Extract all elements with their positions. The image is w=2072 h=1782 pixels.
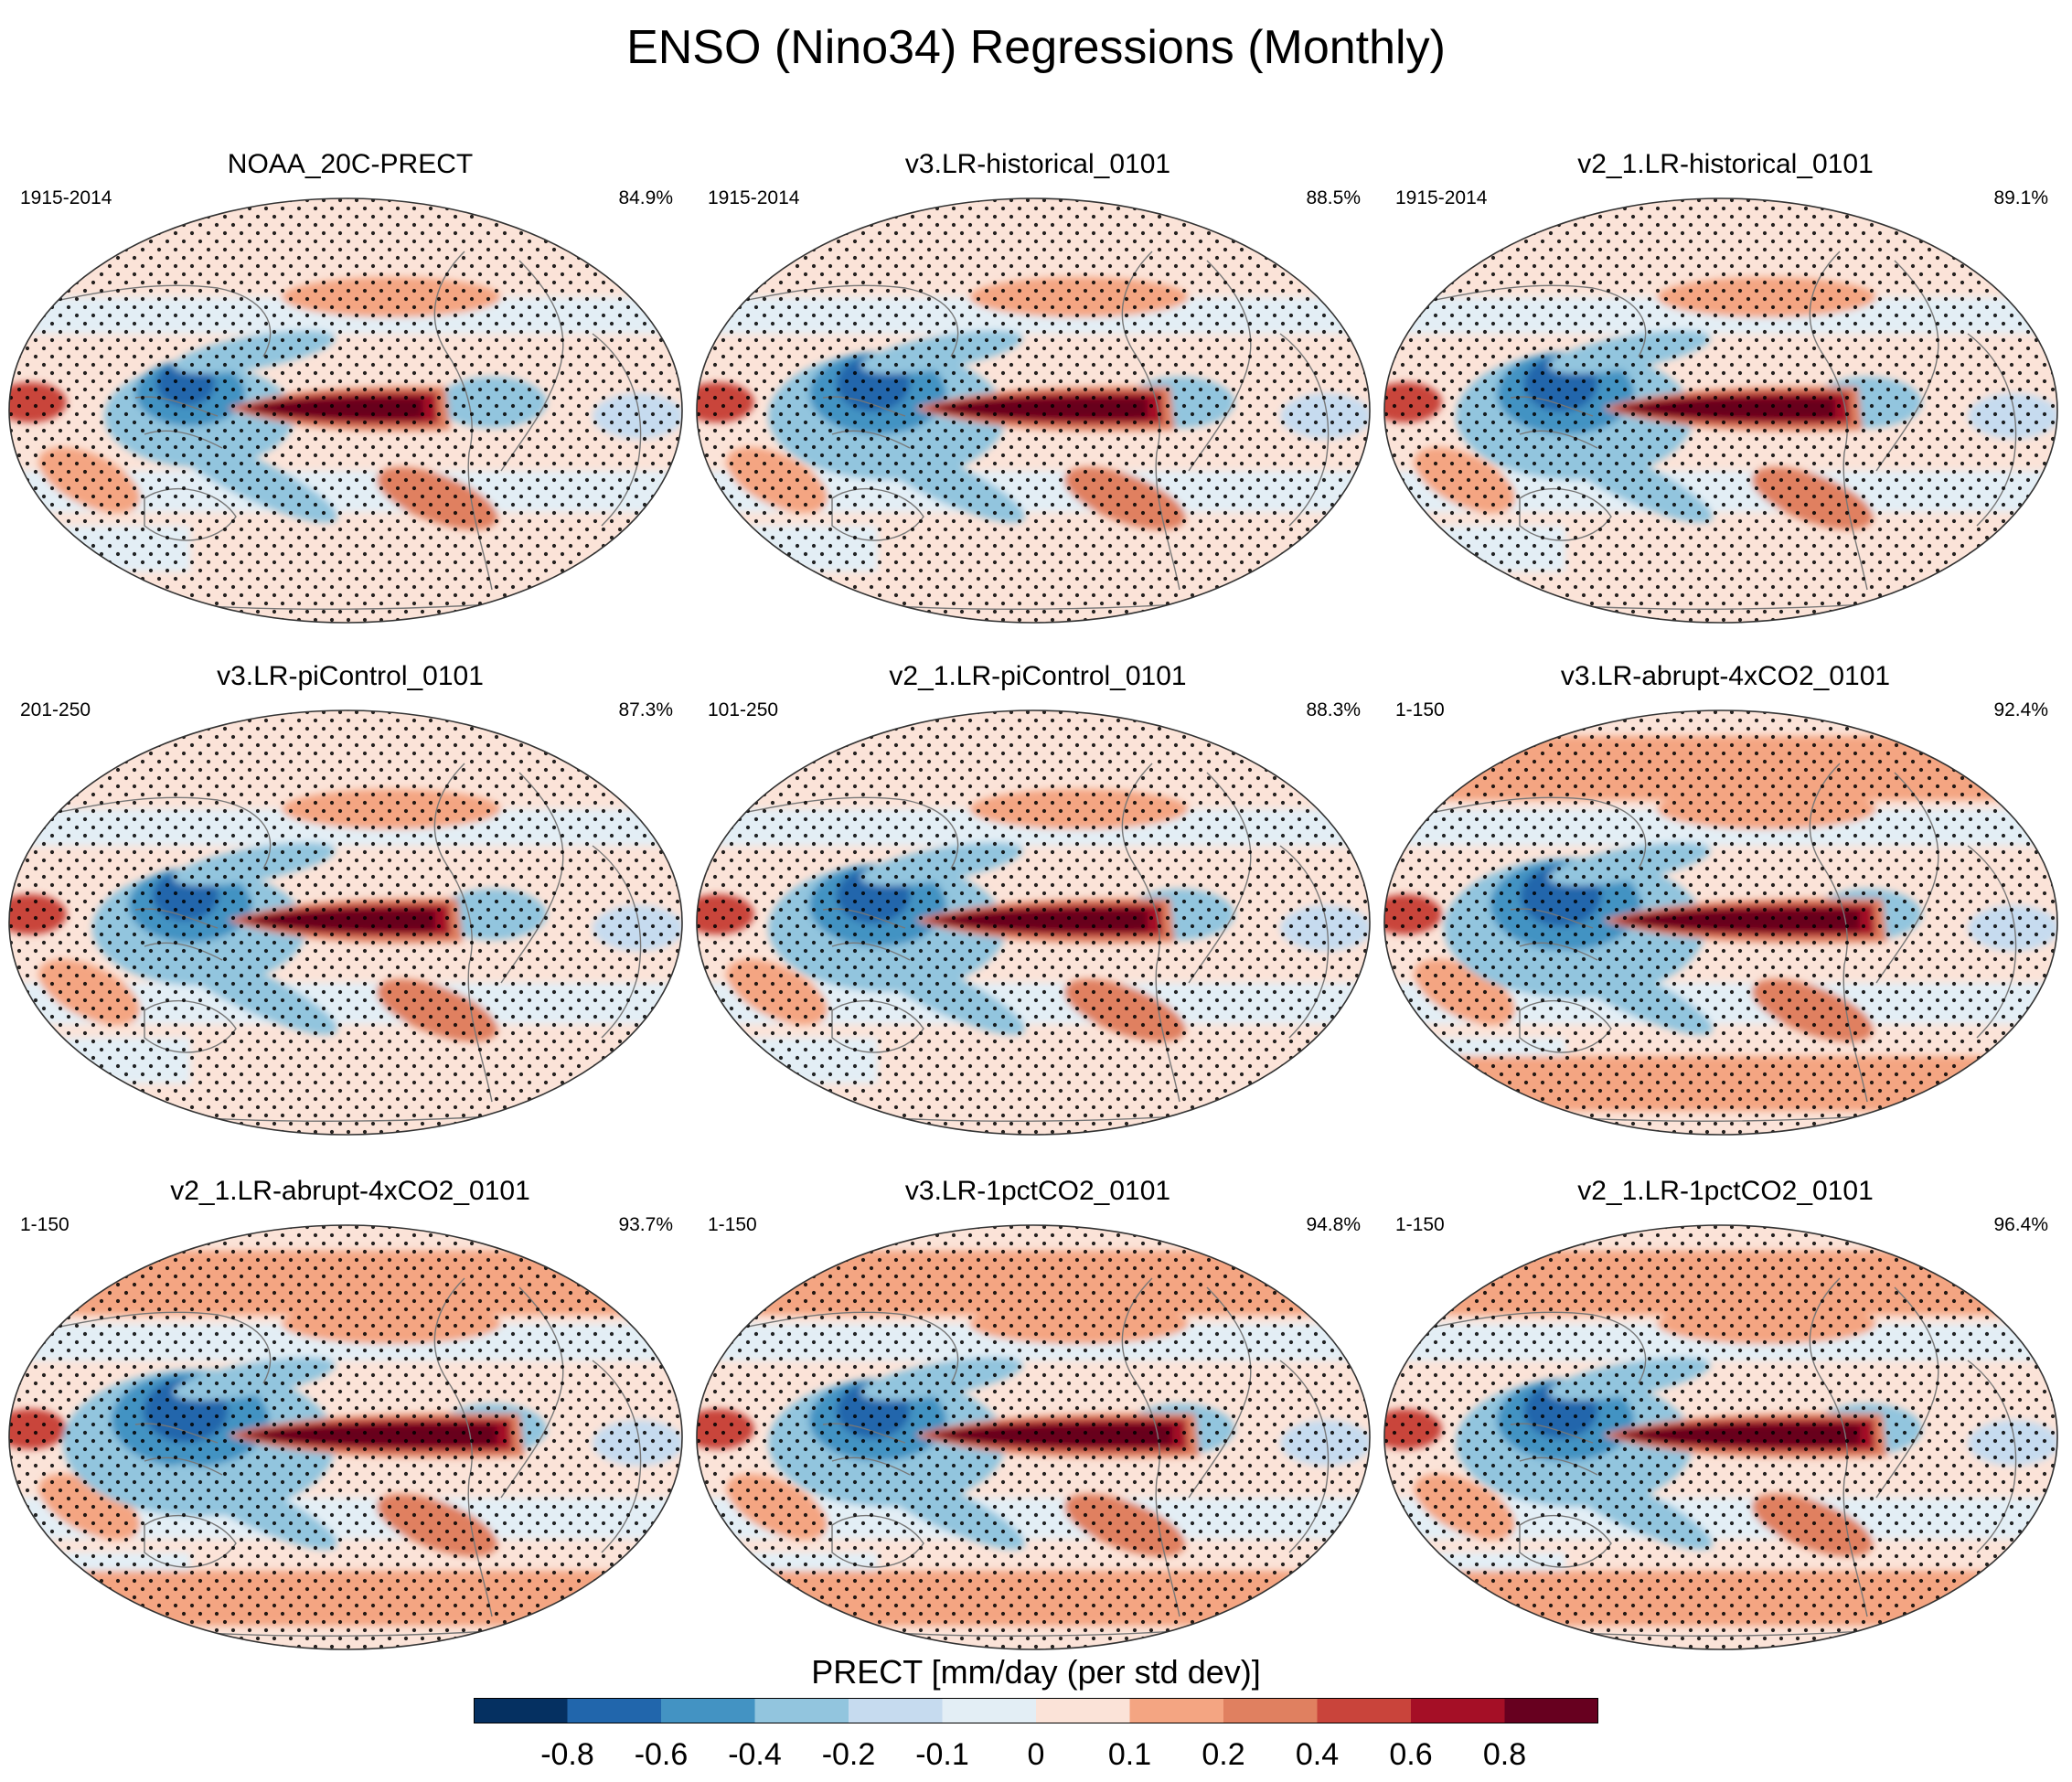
panel-period: 1-150 bbox=[1395, 1214, 1445, 1235]
colorbar-swatch bbox=[942, 1698, 1037, 1723]
panel-period: 101-250 bbox=[708, 699, 779, 720]
colorbar bbox=[474, 1698, 1598, 1723]
colorbar-swatch bbox=[1223, 1698, 1318, 1723]
panel-pattern-stat: 84.9% bbox=[618, 187, 673, 208]
panel-pattern-stat: 93.7% bbox=[618, 1214, 673, 1235]
significance-stipple bbox=[697, 198, 1370, 623]
map-panel: v3.LR-historical_0101 1915-2014 88.5% bbox=[695, 149, 1381, 624]
map-border bbox=[696, 197, 1371, 624]
map-plot bbox=[1383, 1224, 2058, 1650]
map-panel: v3.LR-abrupt-4xCO2_0101 1-150 92.4% bbox=[1383, 661, 2068, 1136]
map-border bbox=[1383, 710, 2058, 1136]
colorbar-swatch bbox=[1317, 1698, 1412, 1723]
colorbar-swatch bbox=[849, 1698, 943, 1723]
significance-stipple bbox=[9, 710, 682, 1135]
colorbar-tick-label: 0.6 bbox=[1389, 1737, 1433, 1772]
panel-title: v3.LR-abrupt-4xCO2_0101 bbox=[1560, 661, 1891, 691]
panel-title: v3.LR-piControl_0101 bbox=[217, 661, 484, 691]
map-border bbox=[1383, 197, 2058, 624]
map-border bbox=[696, 710, 1371, 1136]
significance-stipple bbox=[1384, 198, 2057, 623]
panel-pattern-stat: 88.5% bbox=[1306, 187, 1361, 208]
panel-pattern-stat: 92.4% bbox=[1993, 699, 2048, 720]
colorbar-swatch bbox=[1504, 1698, 1598, 1723]
map-border bbox=[8, 710, 683, 1136]
map-border bbox=[1383, 1224, 2058, 1650]
map-panel: v3.LR-1pctCO2_0101 1-150 94.8% bbox=[695, 1176, 1381, 1650]
map-border bbox=[696, 1224, 1371, 1650]
panel-title: NOAA_20C-PRECT bbox=[227, 149, 474, 179]
figure-title: ENSO (Nino34) Regressions (Monthly) bbox=[626, 21, 1446, 74]
colorbar-swatch bbox=[1129, 1698, 1224, 1723]
colorbar-tick-label: 0 bbox=[1027, 1737, 1045, 1772]
colorbar-swatch bbox=[1411, 1698, 1505, 1723]
significance-stipple bbox=[697, 710, 1370, 1135]
panel-period: 201-250 bbox=[20, 699, 91, 720]
panel-period: 1-150 bbox=[1395, 699, 1445, 720]
map-plot bbox=[1383, 197, 2058, 624]
colorbar-title: PRECT [mm/day (per std dev)] bbox=[811, 1653, 1261, 1691]
significance-stipple bbox=[9, 1225, 682, 1649]
panel-pattern-stat: 89.1% bbox=[1993, 187, 2048, 208]
colorbar-tick-label: -0.6 bbox=[634, 1737, 689, 1772]
significance-stipple bbox=[1384, 1225, 2057, 1649]
map-plot bbox=[8, 197, 683, 624]
panel-title: v2_1.LR-1pctCO2_0101 bbox=[1577, 1176, 1874, 1206]
colorbar-tick-label: 0.2 bbox=[1202, 1737, 1245, 1772]
panel-period: 1-150 bbox=[20, 1214, 69, 1235]
colorbar-tick-label: -0.4 bbox=[728, 1737, 782, 1772]
colorbar-swatch bbox=[754, 1698, 849, 1723]
significance-stipple bbox=[1384, 710, 2057, 1135]
panel-title: v2_1.LR-historical_0101 bbox=[1577, 149, 1874, 179]
map-plot bbox=[696, 1224, 1371, 1650]
colorbar-tick-label: -0.2 bbox=[821, 1737, 876, 1772]
colorbar-swatch bbox=[567, 1698, 662, 1723]
significance-stipple bbox=[9, 198, 682, 623]
panel-pattern-stat: 88.3% bbox=[1306, 699, 1361, 720]
panel-period: 1-150 bbox=[708, 1214, 757, 1235]
map-panel: v2_1.LR-piControl_0101 101-250 88.3% bbox=[695, 661, 1381, 1136]
panel-pattern-stat: 94.8% bbox=[1306, 1214, 1361, 1235]
panel-period: 1915-2014 bbox=[20, 187, 112, 208]
colorbar-tick-label: -0.1 bbox=[915, 1737, 969, 1772]
significance-stipple bbox=[697, 1225, 1370, 1649]
panel-title: v2_1.LR-piControl_0101 bbox=[889, 661, 1187, 691]
colorbar-tick-label: -0.8 bbox=[540, 1737, 594, 1772]
map-border bbox=[8, 197, 683, 624]
map-plot bbox=[8, 1224, 683, 1650]
map-plot bbox=[8, 710, 683, 1136]
map-panel: v3.LR-piControl_0101 201-250 87.3% bbox=[7, 661, 693, 1136]
panel-title: v3.LR-1pctCO2_0101 bbox=[904, 1176, 1171, 1206]
map-border bbox=[8, 1224, 683, 1650]
panel-period: 1915-2014 bbox=[708, 187, 800, 208]
panel-period: 1915-2014 bbox=[1395, 187, 1488, 208]
colorbar-swatch bbox=[661, 1698, 755, 1723]
map-panel: v2_1.LR-abrupt-4xCO2_0101 1-150 93.7% bbox=[7, 1176, 693, 1650]
map-panel: NOAA_20C-PRECT 1915-2014 84.9% bbox=[7, 149, 693, 624]
colorbar-tick-label: 0.1 bbox=[1107, 1737, 1152, 1772]
map-panel: v2_1.LR-1pctCO2_0101 1-150 96.4% bbox=[1383, 1176, 2068, 1650]
map-plot bbox=[1383, 710, 2058, 1136]
map-plot bbox=[696, 710, 1371, 1136]
colorbar-swatch bbox=[474, 1698, 568, 1723]
colorbar-frame bbox=[474, 1698, 1598, 1723]
map-plot bbox=[696, 197, 1371, 624]
colorbar-swatch bbox=[1036, 1698, 1130, 1723]
colorbar-tick-label: 0.8 bbox=[1482, 1737, 1527, 1772]
panel-title: v3.LR-historical_0101 bbox=[904, 149, 1171, 179]
map-panel: v2_1.LR-historical_0101 1915-2014 89.1% bbox=[1383, 149, 2068, 624]
panel-pattern-stat: 87.3% bbox=[618, 699, 673, 720]
panel-pattern-stat: 96.4% bbox=[1993, 1214, 2048, 1235]
panel-title: v2_1.LR-abrupt-4xCO2_0101 bbox=[170, 1176, 530, 1206]
colorbar-tick-label: 0.4 bbox=[1295, 1737, 1340, 1772]
